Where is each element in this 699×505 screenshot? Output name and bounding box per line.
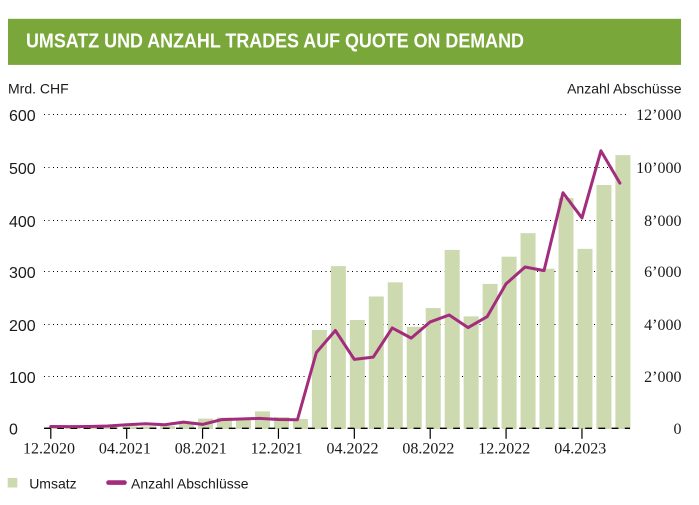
svg-text:04.2022: 04.2022 [327, 440, 379, 457]
svg-text:UMSATZ UND ANZAHL TRADES AUF Q: UMSATZ UND ANZAHL TRADES AUF QUOTE ON DE… [26, 31, 524, 53]
svg-text:Anzahl Abschüsse: Anzahl Abschüsse [567, 80, 682, 96]
svg-text:0: 0 [9, 422, 18, 439]
svg-text:300: 300 [9, 265, 36, 282]
svg-text:12.2021: 12.2021 [251, 440, 303, 457]
svg-text:12.2020: 12.2020 [23, 440, 75, 457]
svg-text:Anzahl Abschlüsse: Anzahl Abschlüsse [131, 475, 249, 491]
svg-text:12’000: 12’000 [636, 107, 681, 124]
svg-text:04.2021: 04.2021 [99, 440, 151, 457]
svg-text:2’000: 2’000 [644, 369, 681, 386]
svg-text:04.2023: 04.2023 [554, 440, 606, 457]
svg-text:12.2022: 12.2022 [478, 440, 530, 457]
svg-text:100: 100 [9, 370, 36, 387]
svg-text:4’000: 4’000 [644, 317, 681, 334]
svg-text:08.2021: 08.2021 [175, 440, 227, 457]
svg-text:8’000: 8’000 [644, 213, 681, 230]
svg-text:400: 400 [9, 214, 36, 231]
svg-text:0: 0 [674, 421, 682, 438]
svg-text:10’000: 10’000 [636, 160, 681, 177]
svg-text:Mrd. CHF: Mrd. CHF [8, 80, 69, 96]
svg-text:6’000: 6’000 [644, 264, 681, 281]
svg-text:500: 500 [9, 161, 36, 178]
svg-text:200: 200 [9, 318, 36, 335]
svg-text:Umsatz: Umsatz [29, 475, 76, 491]
svg-text:08.2022: 08.2022 [402, 440, 454, 457]
svg-text:600: 600 [9, 108, 36, 125]
